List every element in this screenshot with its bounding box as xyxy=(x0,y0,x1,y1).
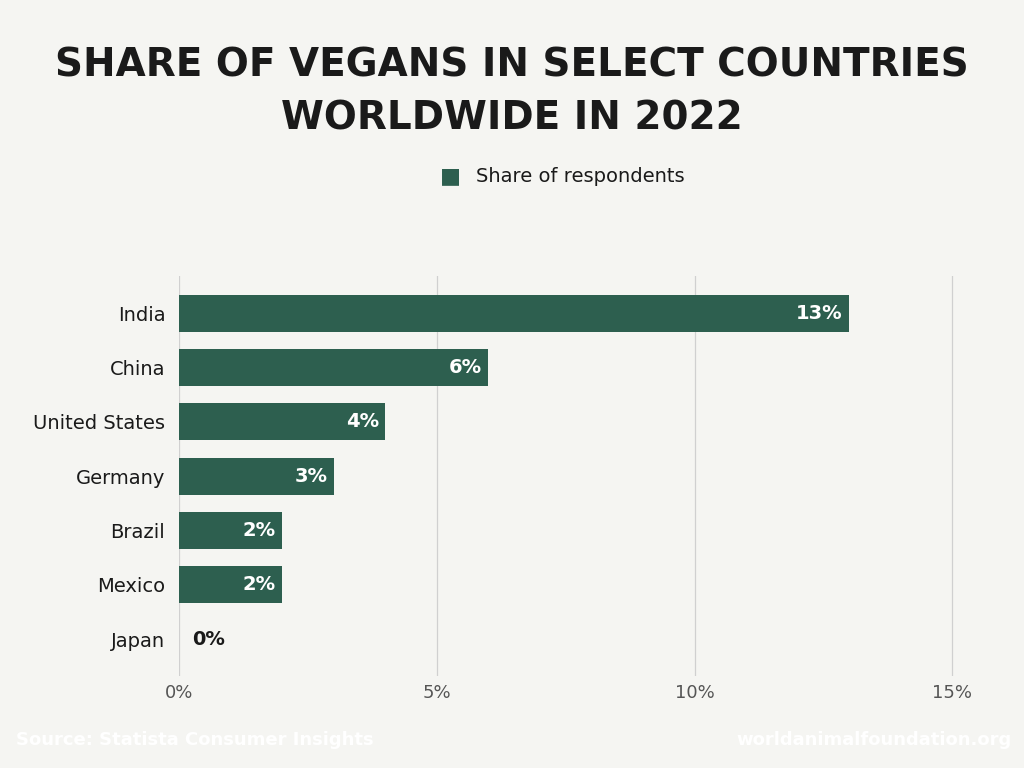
Text: Share of respondents: Share of respondents xyxy=(476,167,685,186)
Text: SHARE OF VEGANS IN SELECT COUNTRIES: SHARE OF VEGANS IN SELECT COUNTRIES xyxy=(55,46,969,84)
Text: Source: Statista Consumer Insights: Source: Statista Consumer Insights xyxy=(16,731,374,750)
Text: 4%: 4% xyxy=(346,412,379,432)
Text: worldanimalfoundation.org: worldanimalfoundation.org xyxy=(736,731,1012,750)
Bar xyxy=(179,349,488,386)
Bar xyxy=(179,403,385,440)
Text: 2%: 2% xyxy=(243,521,276,540)
Text: 0%: 0% xyxy=(193,630,225,649)
Text: 6%: 6% xyxy=(450,358,482,377)
Text: 2%: 2% xyxy=(243,575,276,594)
Text: ■: ■ xyxy=(440,167,461,187)
Bar xyxy=(179,458,334,495)
Text: 13%: 13% xyxy=(797,303,843,323)
Bar xyxy=(179,566,283,604)
Bar xyxy=(179,512,283,549)
Text: 3%: 3% xyxy=(295,467,328,485)
Bar xyxy=(179,295,849,332)
Text: WORLDWIDE IN 2022: WORLDWIDE IN 2022 xyxy=(282,100,742,137)
